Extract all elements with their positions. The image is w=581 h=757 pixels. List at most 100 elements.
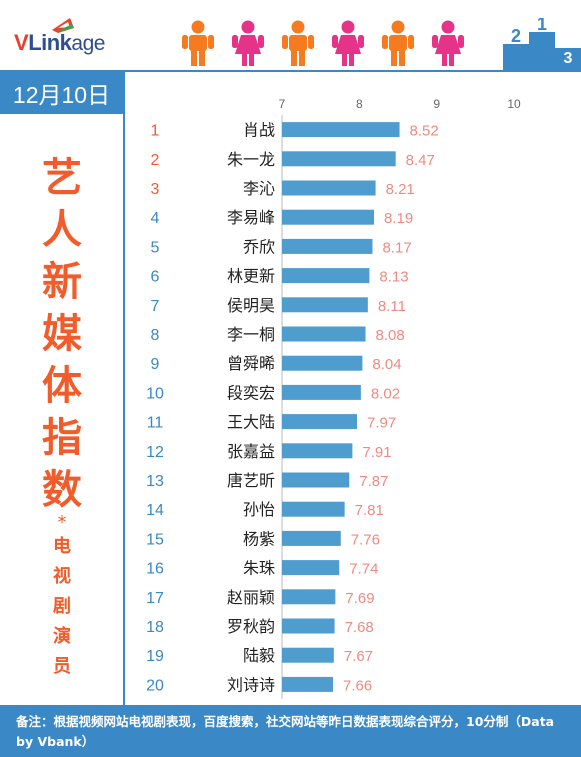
bar	[282, 443, 353, 459]
header: VLinkage 2 1 3	[0, 0, 581, 70]
category-label: 张嘉益	[227, 442, 275, 461]
title-char: 新	[42, 259, 82, 305]
value-label: 8.17	[382, 239, 411, 256]
value-label: 8.08	[376, 327, 405, 344]
header-divider	[0, 70, 581, 72]
female-person-icon	[232, 20, 264, 66]
value-label: 7.91	[362, 444, 391, 461]
value-label: 7.87	[359, 473, 388, 490]
subtitle-char: 演	[53, 626, 71, 647]
rank-label: 5	[151, 239, 160, 256]
sidebar-divider	[123, 72, 125, 705]
x-tick-label: 10	[507, 97, 521, 111]
value-label: 8.19	[384, 210, 413, 227]
svg-text:2: 2	[511, 26, 521, 46]
category-label: 孙怡	[243, 500, 275, 519]
rank-label: 16	[146, 561, 164, 578]
category-label: 李易峰	[227, 208, 275, 227]
bar	[282, 501, 345, 517]
vlinkage-logo: VLinkage	[14, 30, 105, 55]
value-label: 8.21	[386, 181, 415, 198]
bar	[282, 676, 334, 692]
rank-label: 1	[151, 123, 160, 140]
category-label: 杨紫	[243, 529, 275, 548]
category-label: 朱珠	[243, 559, 275, 578]
category-label: 李沁	[243, 179, 275, 198]
bar	[282, 297, 368, 313]
bar	[282, 180, 376, 196]
bar	[282, 355, 363, 371]
x-tick-label: 8	[356, 97, 363, 111]
category-label: 朱一龙	[227, 150, 275, 169]
rank-label: 19	[146, 648, 164, 665]
category-label: 陆毅	[243, 646, 275, 665]
value-label: 8.52	[410, 123, 439, 140]
subtitle-char: 剧	[53, 596, 71, 617]
male-person-icon	[182, 20, 214, 66]
category-label: 王大陆	[227, 413, 275, 432]
bar	[282, 268, 370, 284]
female-person-icon	[432, 20, 464, 66]
rank-label: 6	[151, 269, 160, 286]
rank-label: 17	[146, 590, 164, 607]
footer-note: 备注：根据视频网站电视剧表现，百度搜索，社交网站等昨日数据表现综合评分，10分制…	[0, 705, 581, 757]
value-label: 7.69	[345, 590, 374, 607]
bar-chart: 7 8 9 10 1 肖战 8.52 2 朱一龙 8.47 3 李沁 8.21 4 李易峰 8.19 5 乔欣 8.…	[146, 97, 521, 699]
x-tick-label: 9	[433, 97, 440, 111]
subtitle-char: 员	[53, 656, 71, 677]
svg-text:3: 3	[564, 50, 573, 67]
rank-label: 11	[147, 415, 164, 432]
male-person-icon	[382, 20, 414, 66]
bar	[282, 151, 396, 167]
svg-text:1: 1	[537, 18, 547, 34]
value-label: 7.76	[351, 531, 380, 548]
bar	[282, 414, 358, 430]
value-label: 7.66	[343, 677, 372, 694]
category-label: 赵丽颖	[227, 588, 275, 607]
category-label: 曾舜晞	[227, 354, 275, 373]
rank-label: 2	[151, 152, 160, 169]
bar	[282, 209, 375, 225]
rank-label: 9	[151, 356, 160, 373]
bar	[282, 560, 340, 576]
subtitle-char: 电	[53, 536, 71, 557]
category-label: 段奕宏	[227, 383, 275, 402]
bar	[282, 326, 366, 342]
rank-label: 8	[151, 327, 160, 344]
x-tick-label: 7	[279, 97, 286, 111]
category-label: 肖战	[243, 121, 275, 140]
people-icons	[182, 20, 464, 66]
female-person-icon	[332, 20, 364, 66]
category-label: 林更新	[227, 267, 275, 286]
male-person-icon	[282, 20, 314, 66]
bar	[282, 472, 350, 488]
value-label: 8.11	[378, 298, 406, 315]
podium-icon: 2 1 3	[503, 18, 581, 70]
bar	[282, 618, 335, 634]
bar	[282, 238, 373, 254]
rank-label: 10	[146, 385, 164, 402]
category-label: 唐艺昕	[227, 471, 275, 490]
value-label: 7.74	[349, 561, 378, 578]
value-label: 7.97	[367, 415, 396, 432]
rank-label: 18	[146, 619, 164, 636]
value-label: 7.67	[344, 648, 373, 665]
bar	[282, 530, 341, 546]
category-label: 侯明昊	[227, 296, 275, 315]
bar	[282, 122, 400, 138]
category-label: 刘诗诗	[227, 675, 275, 694]
title-char: 媒	[42, 311, 82, 357]
subtitle-char: 视	[53, 566, 71, 587]
category-label: 李一桐	[227, 325, 275, 344]
value-label: 8.02	[371, 385, 400, 402]
value-label: 7.68	[345, 619, 374, 636]
rank-label: 13	[146, 473, 164, 490]
logo-mark-icon	[52, 18, 74, 33]
rank-label: 20	[146, 677, 164, 694]
category-label: 乔欣	[243, 237, 275, 256]
rank-label: 7	[151, 298, 160, 315]
bar	[282, 384, 361, 400]
title-char: 指	[42, 415, 82, 461]
rank-label: 12	[146, 444, 164, 461]
value-label: 8.47	[406, 152, 435, 169]
